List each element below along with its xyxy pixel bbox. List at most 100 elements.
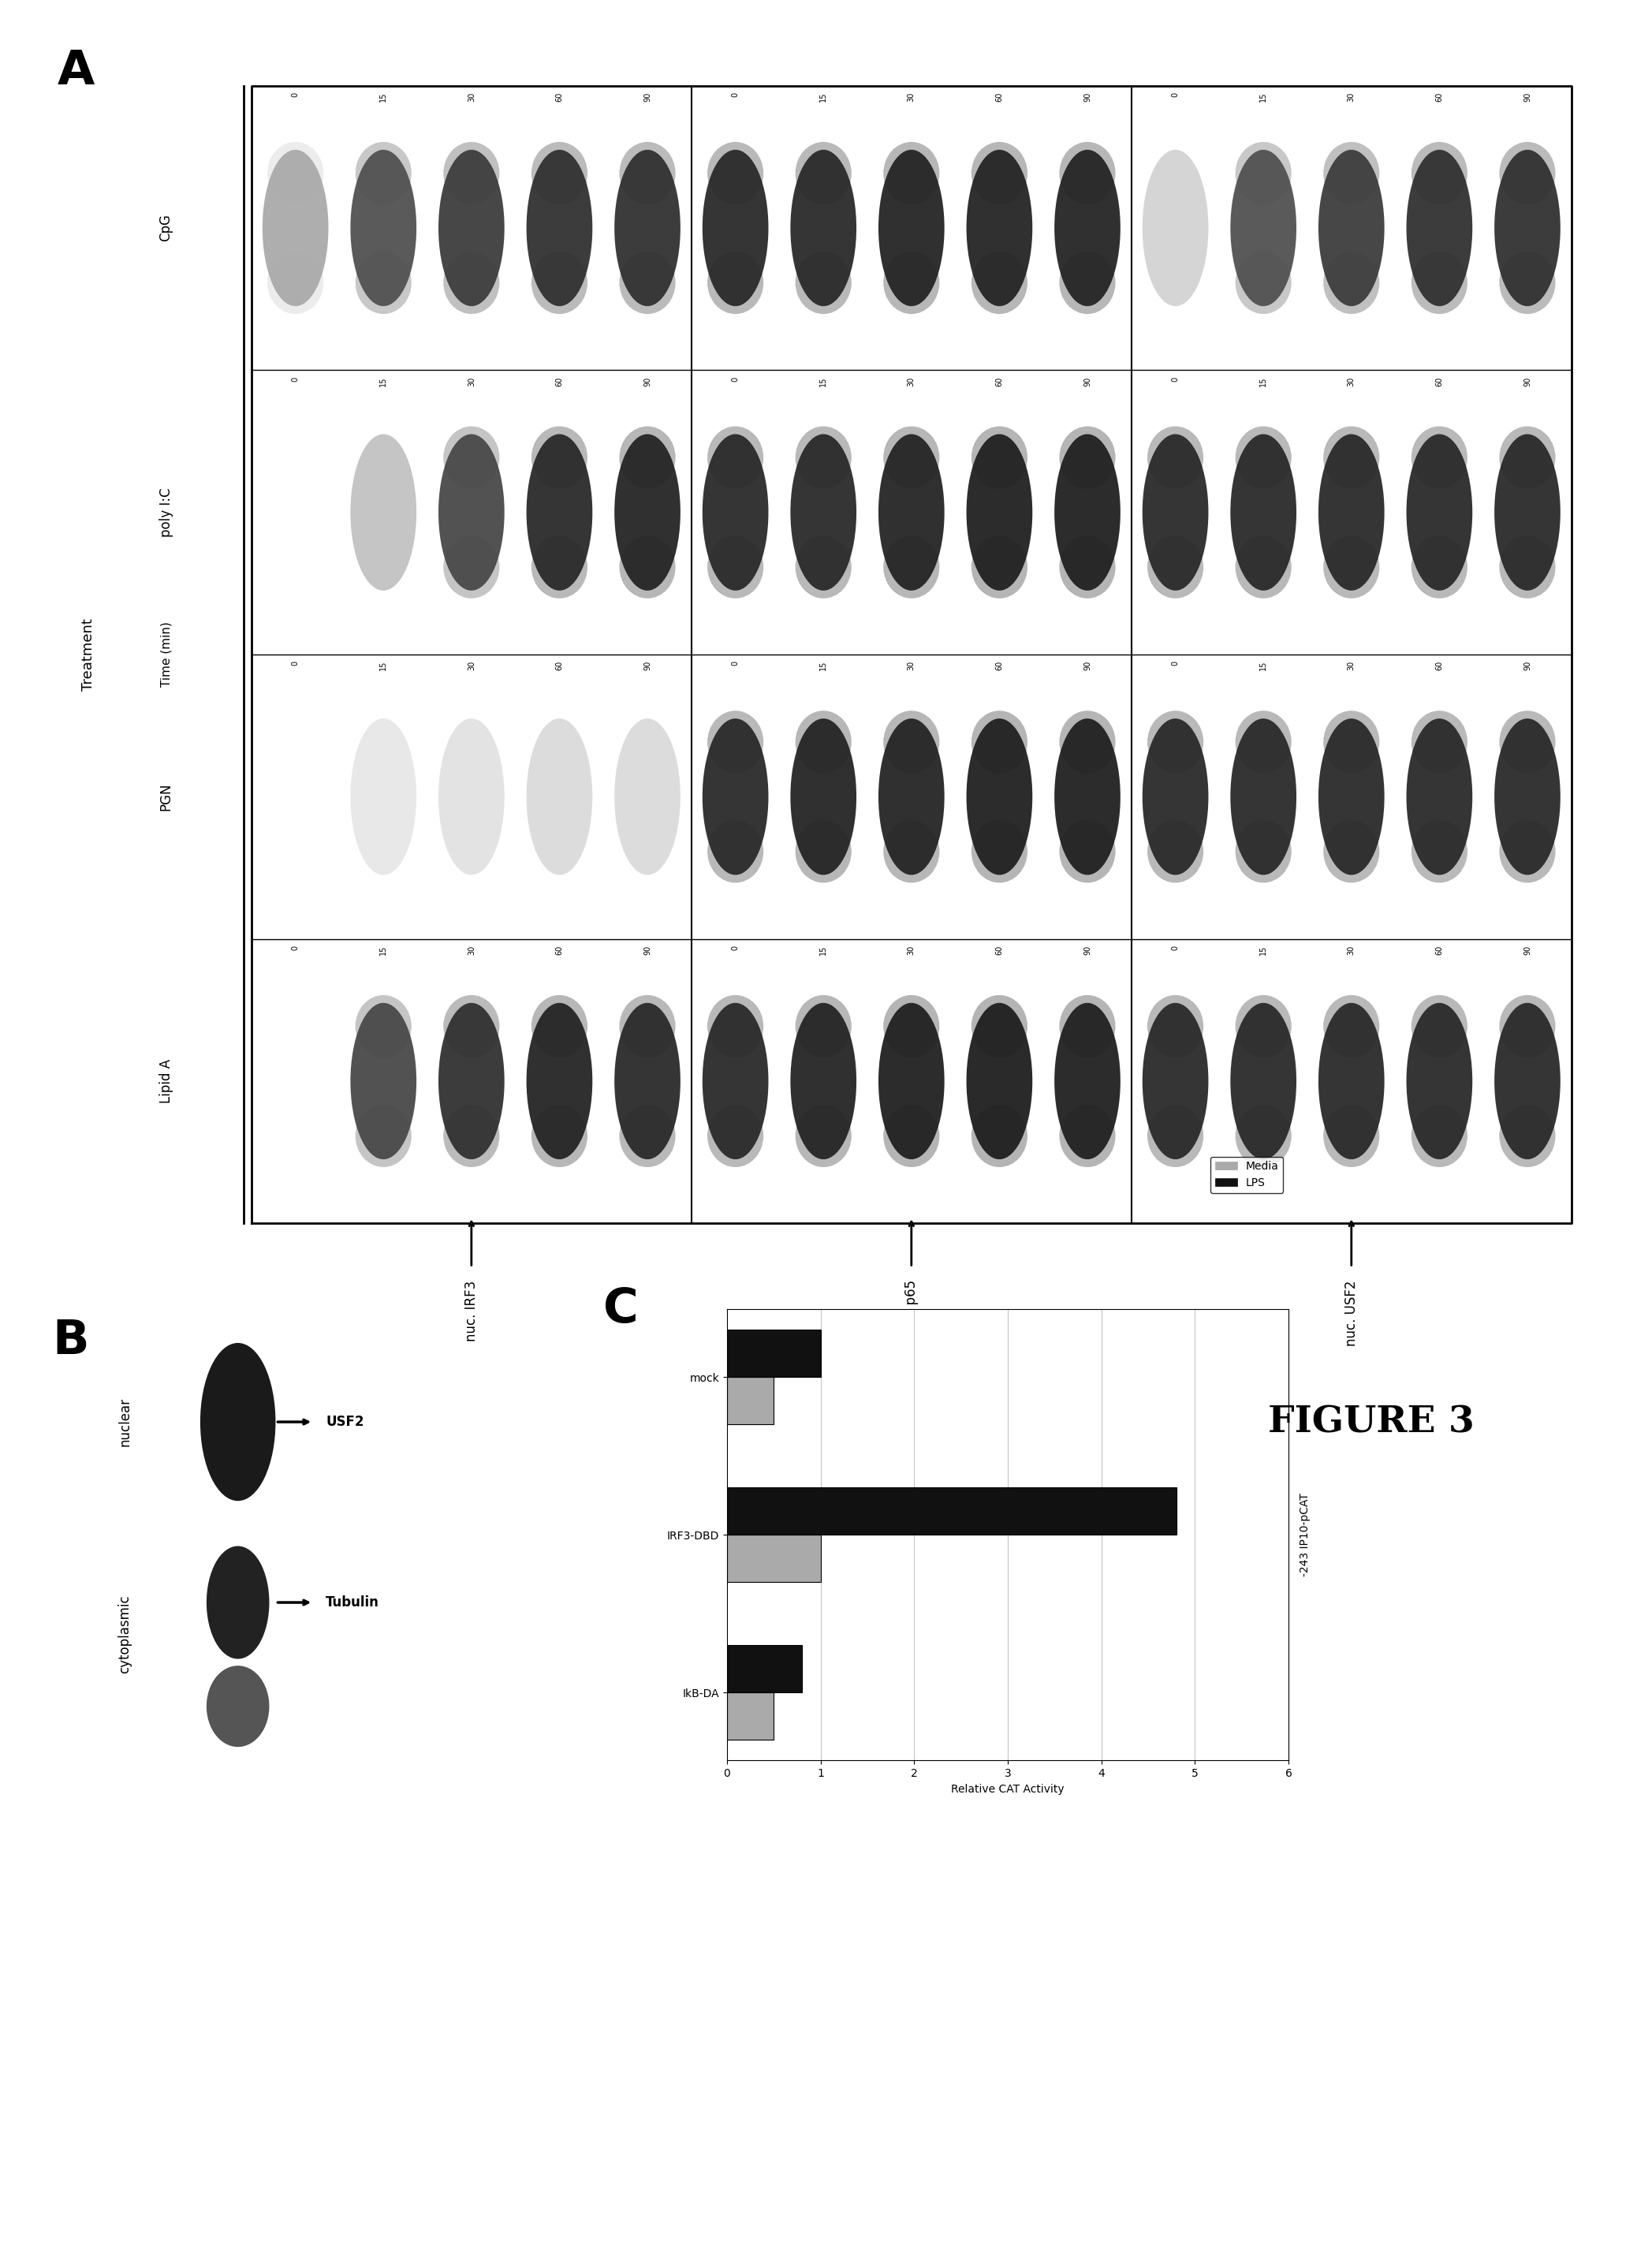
Ellipse shape — [615, 149, 681, 307]
Ellipse shape — [438, 1002, 504, 1160]
Text: 60: 60 — [555, 661, 563, 670]
Ellipse shape — [702, 1002, 768, 1160]
Text: 90: 90 — [644, 661, 651, 670]
Ellipse shape — [795, 711, 851, 774]
Ellipse shape — [1500, 427, 1556, 490]
Text: CpG: CpG — [159, 214, 173, 241]
Ellipse shape — [795, 1104, 851, 1167]
Ellipse shape — [1323, 995, 1379, 1059]
Ellipse shape — [971, 819, 1028, 882]
Ellipse shape — [532, 251, 588, 314]
Ellipse shape — [1236, 535, 1292, 598]
Ellipse shape — [527, 433, 593, 591]
Ellipse shape — [1411, 142, 1467, 205]
Text: Tubulin: Tubulin — [325, 1596, 380, 1609]
Ellipse shape — [966, 1002, 1032, 1160]
Ellipse shape — [971, 995, 1028, 1059]
Text: 60: 60 — [996, 661, 1003, 670]
Ellipse shape — [1236, 427, 1292, 490]
Bar — [727, 1645, 801, 1693]
Ellipse shape — [355, 995, 411, 1059]
Ellipse shape — [1406, 149, 1472, 307]
Ellipse shape — [615, 718, 681, 876]
Text: 15: 15 — [819, 377, 828, 386]
Text: 0: 0 — [1171, 377, 1180, 381]
Ellipse shape — [527, 1002, 593, 1160]
Ellipse shape — [615, 433, 681, 591]
Ellipse shape — [1236, 1104, 1292, 1167]
Ellipse shape — [1495, 718, 1561, 876]
Bar — [727, 1693, 773, 1740]
Ellipse shape — [971, 711, 1028, 774]
Ellipse shape — [795, 251, 851, 314]
Text: 90: 90 — [1523, 377, 1531, 386]
Ellipse shape — [971, 535, 1028, 598]
Text: 90: 90 — [1523, 93, 1531, 102]
Ellipse shape — [1236, 995, 1292, 1059]
Ellipse shape — [1148, 427, 1203, 490]
Ellipse shape — [1411, 711, 1467, 774]
Text: Time (min): Time (min) — [160, 623, 172, 686]
Text: 30: 30 — [907, 93, 915, 102]
Text: 60: 60 — [996, 377, 1003, 386]
Ellipse shape — [707, 427, 763, 490]
Ellipse shape — [268, 142, 324, 205]
Text: 60: 60 — [555, 93, 563, 102]
Ellipse shape — [355, 1104, 411, 1167]
Ellipse shape — [1143, 718, 1208, 876]
Text: PGN: PGN — [159, 783, 173, 810]
Ellipse shape — [1495, 1002, 1561, 1160]
Ellipse shape — [1500, 995, 1556, 1059]
Ellipse shape — [620, 1104, 676, 1167]
Ellipse shape — [879, 433, 945, 591]
Ellipse shape — [707, 535, 763, 598]
Ellipse shape — [620, 251, 676, 314]
Text: 15: 15 — [380, 946, 387, 955]
Text: 15: 15 — [1259, 661, 1267, 670]
Text: 15: 15 — [819, 93, 828, 102]
Text: 0: 0 — [291, 377, 299, 381]
Ellipse shape — [1236, 711, 1292, 774]
Ellipse shape — [355, 142, 411, 205]
Ellipse shape — [1054, 149, 1120, 307]
Text: nuclear: nuclear — [117, 1397, 132, 1447]
Text: 90: 90 — [1523, 946, 1531, 955]
Ellipse shape — [350, 1002, 416, 1160]
Ellipse shape — [1059, 1104, 1115, 1167]
Ellipse shape — [1059, 995, 1115, 1059]
Text: 0: 0 — [1171, 661, 1180, 666]
Ellipse shape — [1231, 433, 1297, 591]
Ellipse shape — [438, 149, 504, 307]
Ellipse shape — [350, 718, 416, 876]
Ellipse shape — [884, 142, 940, 205]
Ellipse shape — [1323, 535, 1379, 598]
Ellipse shape — [879, 718, 945, 876]
Ellipse shape — [206, 1546, 269, 1659]
Ellipse shape — [615, 1002, 681, 1160]
Ellipse shape — [620, 535, 676, 598]
Text: 30: 30 — [468, 946, 476, 955]
Ellipse shape — [206, 1666, 269, 1747]
Text: 30: 30 — [1348, 661, 1355, 670]
Ellipse shape — [884, 995, 940, 1059]
Text: 90: 90 — [644, 93, 651, 102]
Ellipse shape — [971, 251, 1028, 314]
Ellipse shape — [795, 142, 851, 205]
Ellipse shape — [790, 718, 856, 876]
Ellipse shape — [1500, 142, 1556, 205]
Ellipse shape — [1406, 718, 1472, 876]
Ellipse shape — [702, 149, 768, 307]
Text: C: C — [603, 1286, 639, 1334]
Ellipse shape — [707, 819, 763, 882]
Ellipse shape — [1318, 433, 1384, 591]
Text: 60: 60 — [1436, 93, 1444, 102]
Ellipse shape — [1236, 819, 1292, 882]
Text: 30: 30 — [1348, 946, 1355, 955]
Text: 90: 90 — [1084, 946, 1092, 955]
Ellipse shape — [1054, 1002, 1120, 1160]
Text: 15: 15 — [1259, 377, 1267, 386]
Bar — [727, 1329, 821, 1377]
Ellipse shape — [438, 718, 504, 876]
Ellipse shape — [527, 718, 593, 876]
Text: 15: 15 — [819, 661, 828, 670]
